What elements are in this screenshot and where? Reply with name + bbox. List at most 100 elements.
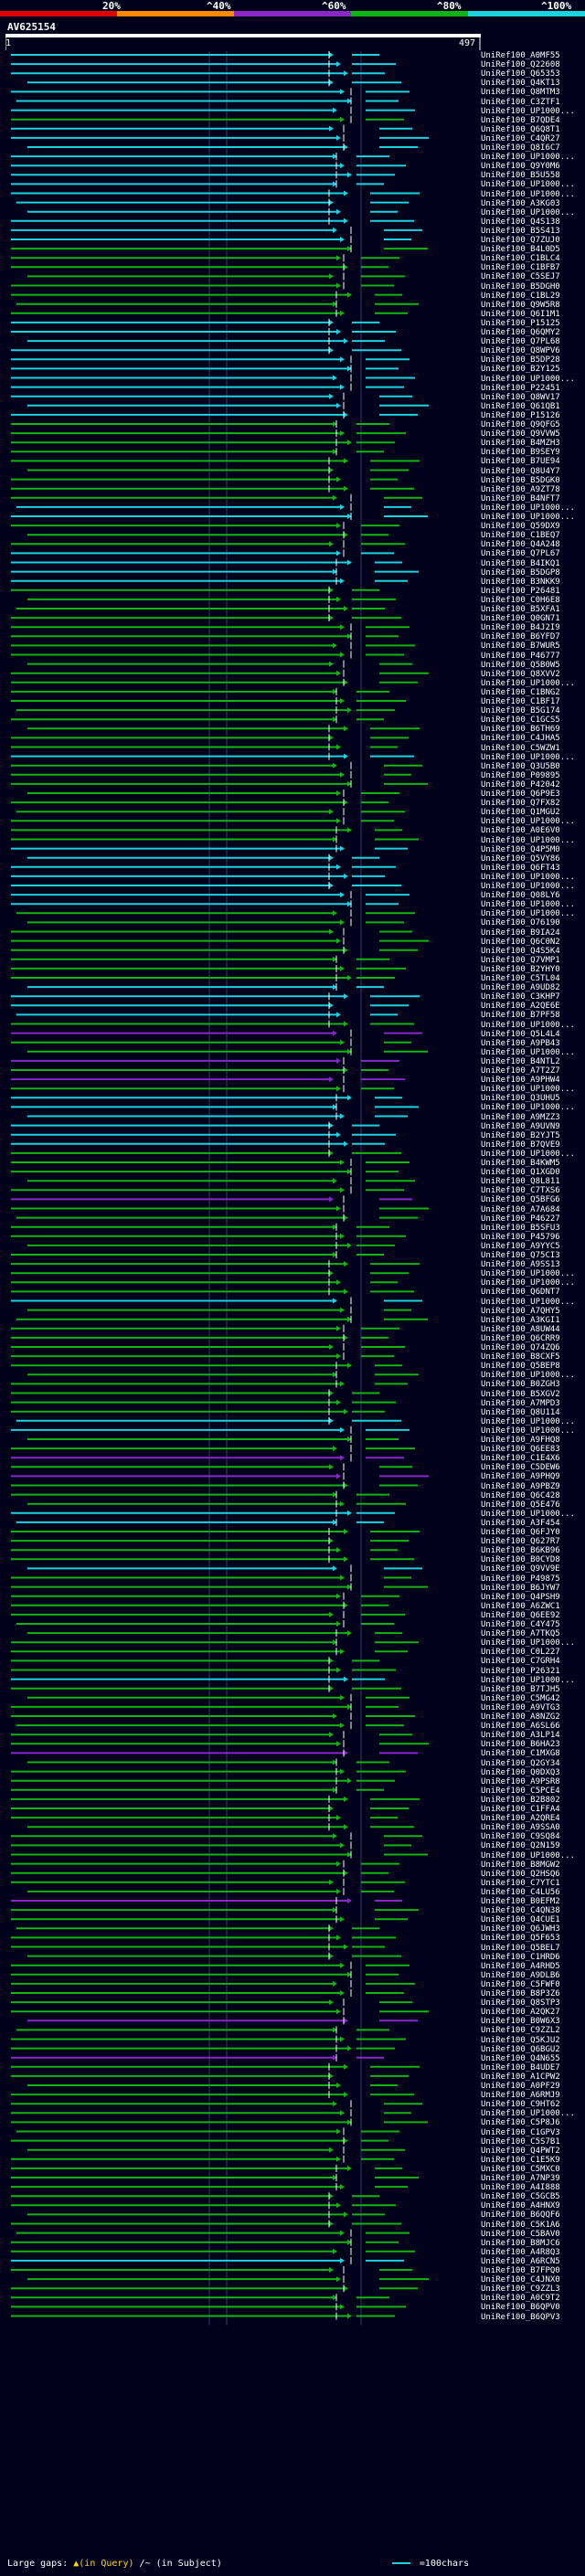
hit-label[interactable]: UniRef100_B7WUR5: [481, 641, 560, 652]
hit-label[interactable]: UniRef100_Q7VMP1: [481, 955, 560, 965]
hit-label[interactable]: UniRef100_UP1000...: [481, 106, 575, 116]
hit-label[interactable]: UniRef100_Q2N159: [481, 1841, 560, 1851]
hit-label[interactable]: UniRef100_C1FFA4: [481, 1805, 560, 1814]
hit-row[interactable]: [11, 392, 412, 400]
hit-row[interactable]: [27, 1629, 402, 1638]
hit-label[interactable]: UniRef100_B8MGW2: [481, 1860, 560, 1870]
hit-label[interactable]: UniRef100_A6RMJ9: [481, 2091, 560, 2101]
hit-label[interactable]: UniRef100_C5TL04: [481, 974, 560, 983]
hit-row[interactable]: [27, 660, 412, 668]
hit-label[interactable]: UniRef100_B4IKQ1: [481, 558, 560, 568]
hit-label[interactable]: UniRef100_C5S7B1: [481, 2136, 560, 2147]
hit-row[interactable]: [11, 1915, 408, 1924]
hit-row[interactable]: [27, 790, 399, 797]
hit-label[interactable]: UniRef100_A9SS13: [481, 1260, 560, 1270]
hit-row[interactable]: [27, 1112, 408, 1120]
hit-row[interactable]: [11, 2155, 394, 2163]
hit-label[interactable]: UniRef100_A9VTG3: [481, 1702, 560, 1712]
hit-row[interactable]: [11, 1278, 398, 1287]
hit-row[interactable]: [11, 1121, 379, 1129]
hit-row[interactable]: [11, 1324, 399, 1332]
hit-label[interactable]: UniRef100_Q4CUE1: [481, 1915, 560, 1925]
hit-row[interactable]: [11, 2109, 411, 2117]
hit-row[interactable]: [11, 1343, 405, 1351]
hit-label[interactable]: UniRef100_Q6QMY2: [481, 328, 560, 337]
hit-label[interactable]: UniRef100_C4LU56: [481, 1887, 560, 1897]
hit-row[interactable]: [11, 1998, 412, 2007]
hit-label[interactable]: UniRef100_Q22608: [481, 60, 560, 70]
hit-row[interactable]: [11, 1472, 429, 1480]
hit-row[interactable]: [27, 853, 379, 862]
hit-label[interactable]: UniRef100_UP1000...: [481, 909, 575, 919]
hit-row[interactable]: [11, 2100, 422, 2108]
hit-label[interactable]: UniRef100_A9MZZ3: [481, 1112, 560, 1122]
hit-row[interactable]: [27, 983, 384, 991]
hit-label[interactable]: UniRef100_UP1000...: [481, 1416, 575, 1426]
hit-label[interactable]: UniRef100_Q6EE83: [481, 1445, 560, 1455]
hit-row[interactable]: [11, 1943, 385, 1951]
hit-label[interactable]: UniRef100_Q9VVW5: [481, 429, 560, 440]
hit-row[interactable]: [11, 1528, 420, 1535]
hit-label[interactable]: UniRef100_Q5BFG6: [481, 1195, 560, 1205]
hit-row[interactable]: [11, 2136, 388, 2145]
hit-label[interactable]: UniRef100_C5BAV0: [481, 2229, 560, 2239]
hit-row[interactable]: [11, 1869, 388, 1877]
hit-label[interactable]: UniRef100_B0EFM2: [481, 1897, 560, 1906]
hit-label[interactable]: UniRef100_B9SEY9: [481, 448, 560, 458]
hit-row[interactable]: [11, 2247, 415, 2255]
hit-row[interactable]: [11, 743, 398, 751]
hit-label[interactable]: UniRef100_Q5F653: [481, 1934, 560, 1944]
hit-row[interactable]: [11, 1223, 389, 1231]
hit-label[interactable]: UniRef100_B0ZGH3: [481, 1380, 560, 1390]
hit-label[interactable]: UniRef100_B7FPQ0: [481, 2266, 560, 2275]
hit-row[interactable]: [11, 1204, 429, 1213]
hit-label[interactable]: UniRef100_C5MG42: [481, 1693, 560, 1703]
hit-label[interactable]: UniRef100_Q6DNT7: [481, 1288, 560, 1298]
hit-row[interactable]: [27, 2210, 385, 2219]
hit-row[interactable]: [11, 171, 395, 179]
hit-label[interactable]: UniRef100_A9UD82: [481, 983, 560, 993]
hit-row[interactable]: [11, 1795, 420, 1803]
hit-row[interactable]: [27, 1693, 410, 1701]
hit-row[interactable]: [11, 1232, 406, 1240]
hit-row[interactable]: [11, 1140, 385, 1148]
hit-label[interactable]: UniRef100_UP1000...: [481, 374, 575, 384]
hit-row[interactable]: [11, 1850, 428, 1859]
hit-label[interactable]: UniRef100_B5DGH0: [481, 281, 560, 292]
hit-label[interactable]: UniRef100_C1E4X6: [481, 1454, 560, 1464]
hit-row[interactable]: [11, 586, 379, 594]
hit-row[interactable]: [11, 1352, 394, 1361]
hit-label[interactable]: UniRef100_A9PSR8: [481, 1776, 560, 1786]
hit-label[interactable]: UniRef100_C1MXG8: [481, 1749, 560, 1759]
hit-row[interactable]: [27, 207, 398, 216]
hit-label[interactable]: UniRef100_C5FWF0: [481, 1979, 560, 1989]
hit-label[interactable]: UniRef100_Q0DXQ3: [481, 1767, 560, 1777]
hit-row[interactable]: [11, 1251, 384, 1258]
hit-label[interactable]: UniRef100_B6QPV0: [481, 2303, 560, 2313]
hit-row[interactable]: [11, 1657, 379, 1665]
hit-row[interactable]: [11, 1897, 402, 1904]
hit-label[interactable]: UniRef100_Q5B0W5: [481, 660, 560, 670]
hit-label[interactable]: UniRef100_UP1000...: [481, 900, 575, 910]
hit-label[interactable]: UniRef100_P15125: [481, 318, 560, 328]
hit-label[interactable]: UniRef100_B5DGP8: [481, 567, 560, 578]
hit-label[interactable]: UniRef100_Q4KT13: [481, 79, 560, 89]
hit-row[interactable]: [11, 1702, 399, 1711]
hit-label[interactable]: UniRef100_C1BL29: [481, 291, 560, 301]
hit-label[interactable]: UniRef100_C7YTC1: [481, 1878, 560, 1888]
hit-label[interactable]: UniRef100_Q7FX82: [481, 799, 560, 809]
hit-row[interactable]: [11, 1260, 420, 1268]
hit-row[interactable]: [27, 466, 409, 474]
hit-label[interactable]: UniRef100_B5G174: [481, 706, 560, 716]
hit-label[interactable]: UniRef100_A7MPD3: [481, 1398, 560, 1408]
hit-label[interactable]: UniRef100_A3KG03: [481, 198, 560, 208]
hit-row[interactable]: [11, 1832, 422, 1840]
hit-row[interactable]: [11, 2091, 414, 2099]
hit-row[interactable]: [11, 882, 401, 889]
hit-row[interactable]: [11, 2220, 401, 2228]
hit-row[interactable]: [11, 863, 396, 871]
hit-label[interactable]: UniRef100_B5SFU3: [481, 1223, 560, 1233]
hit-row[interactable]: [11, 1056, 399, 1065]
hit-row[interactable]: [11, 1038, 411, 1046]
hit-label[interactable]: UniRef100_A7QHY5: [481, 1306, 560, 1316]
